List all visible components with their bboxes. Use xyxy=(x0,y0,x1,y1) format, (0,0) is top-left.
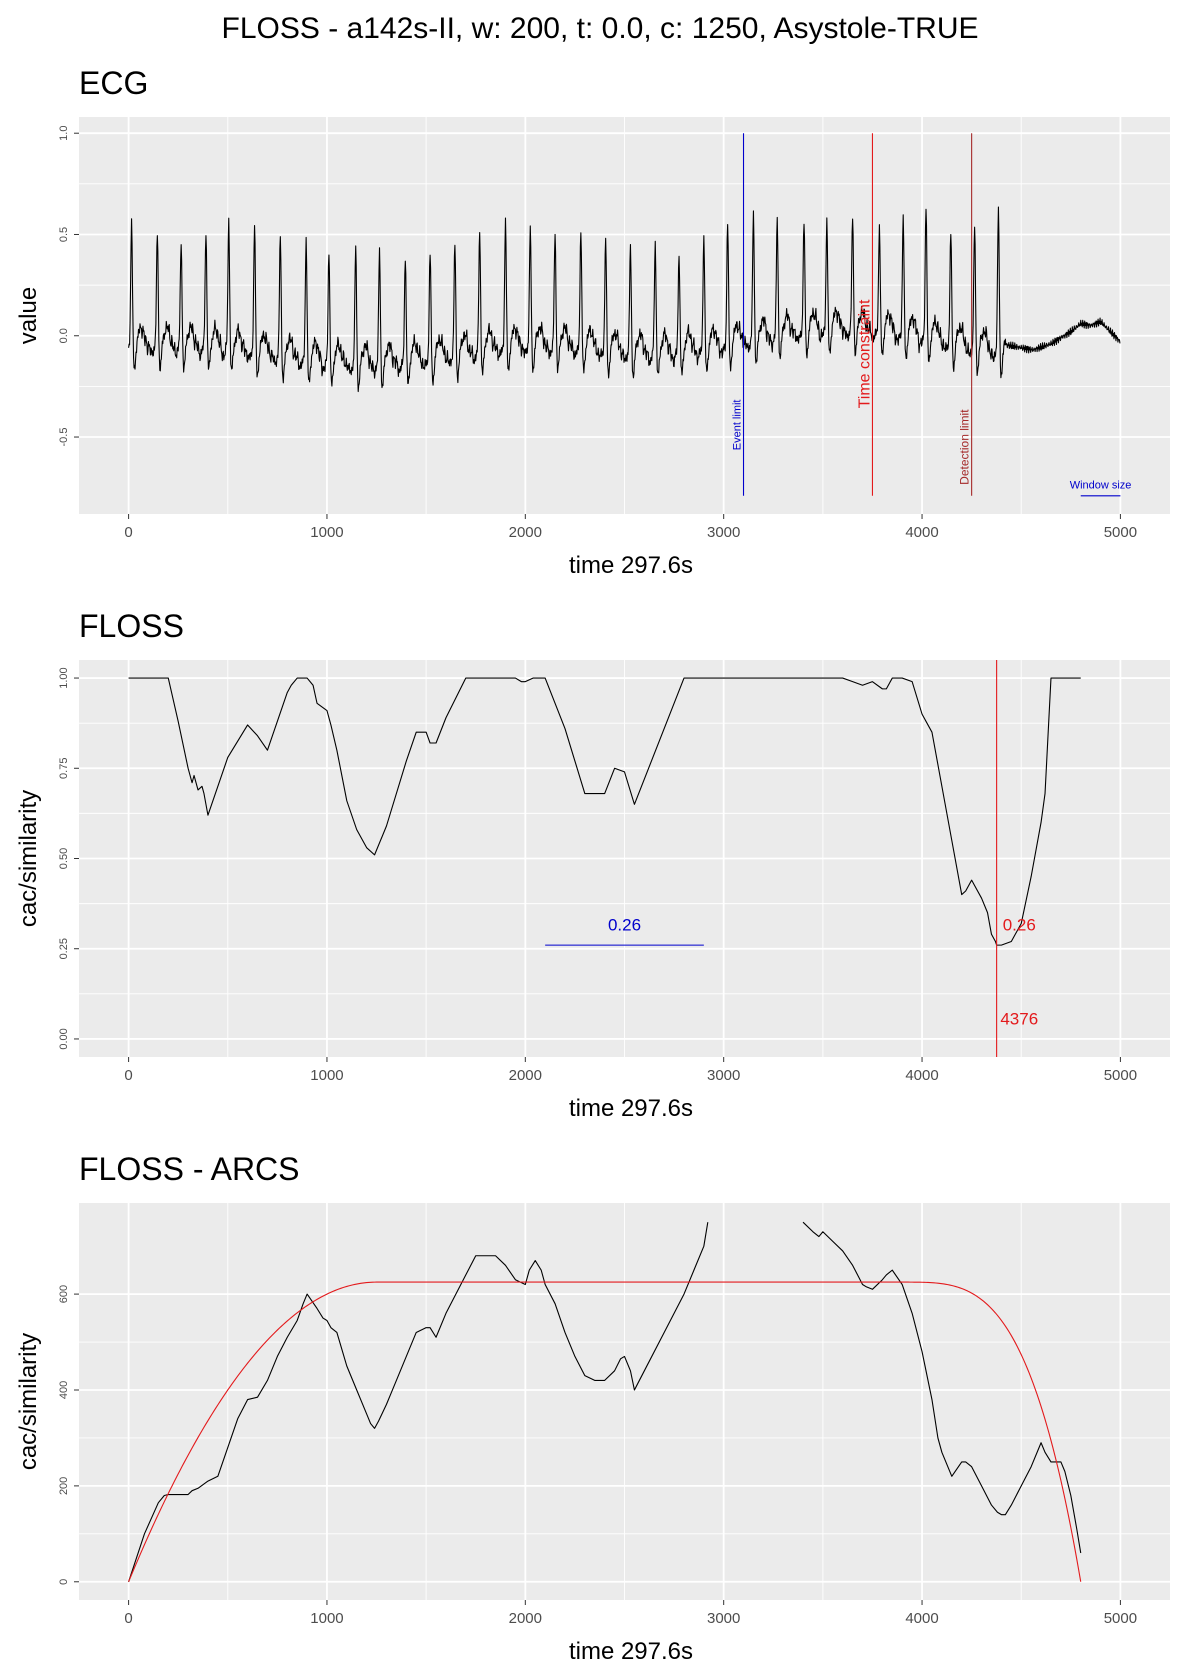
floss-y-axis: 0.00 0.25 0.50 0.75 1.00 xyxy=(58,667,79,1050)
floss-x-axis: 0 1000 2000 3000 4000 5000 xyxy=(124,1057,1137,1084)
ecg-x-axis-title: time 297.6s xyxy=(569,552,693,579)
ecg-panel: ECG Event limit Time constraint Detection … xyxy=(15,65,1170,579)
arcs-panel-title: FLOSS - ARCS xyxy=(79,1151,300,1187)
arcs-marks xyxy=(128,1221,1082,1582)
ecg-y-axis-title: value xyxy=(15,287,42,344)
floss-annotation-label-0: 0.26 xyxy=(608,916,641,935)
arcs-x-tick-label: 2000 xyxy=(509,1610,542,1627)
arcs-x-tick-label: 5000 xyxy=(1104,1610,1137,1627)
ecg-marks: Event limit Time constraint Detection limi… xyxy=(128,133,1132,497)
floss-grid xyxy=(79,660,1170,1057)
floss-x-tick-label: 3000 xyxy=(707,1067,740,1084)
ecg-annotation-label-2: Detection limit xyxy=(958,409,972,485)
arcs-y-tick-label: 600 xyxy=(58,1285,70,1303)
arcs-series-line-2 xyxy=(128,1281,1082,1582)
floss-x-tick-label: 5000 xyxy=(1104,1067,1137,1084)
ecg-x-tick-label: 1000 xyxy=(310,524,343,541)
floss-y-tick-label: 0.25 xyxy=(58,938,70,959)
ecg-annotation-label-3: Window size xyxy=(1070,480,1132,492)
arcs-grid xyxy=(79,1203,1170,1600)
arcs-x-tick-label: 0 xyxy=(124,1610,132,1627)
ecg-x-tick-label: 2000 xyxy=(509,524,542,541)
ecg-x-tick-label: 4000 xyxy=(905,524,938,541)
arcs-y-tick-label: 400 xyxy=(58,1381,70,1399)
arcs-x-tick-label: 3000 xyxy=(707,1610,740,1627)
arcs-x-tick-label: 4000 xyxy=(905,1610,938,1627)
ecg-grid xyxy=(79,117,1170,514)
ecg-series-line-0 xyxy=(128,206,1121,393)
floss-y-tick-label: 1.00 xyxy=(58,667,70,688)
arcs-x-axis-title: time 297.6s xyxy=(569,1638,693,1665)
arcs-x-tick-label: 1000 xyxy=(310,1610,343,1627)
floss-y-tick-label: 0.00 xyxy=(58,1028,70,1049)
ecg-x-tick-label: 5000 xyxy=(1104,524,1137,541)
ecg-y-axis: -0.5 0.0 0.5 1.0 xyxy=(58,126,79,447)
figure-title: FLOSS - a142s-II, w: 200, t: 0.0, c: 125… xyxy=(222,12,979,45)
floss-x-tick-label: 4000 xyxy=(905,1067,938,1084)
ecg-y-tick-label: 0.0 xyxy=(58,328,70,343)
ecg-annotation-label-1: Time constraint xyxy=(856,299,873,408)
arcs-panel: FLOSS - ARCS 0 1000 2000 3000 4000 5000 0 200 4… xyxy=(15,1151,1170,1665)
ecg-y-tick-label: -0.5 xyxy=(58,428,70,447)
floss-x-tick-label: 2000 xyxy=(509,1067,542,1084)
arcs-series-line-1 xyxy=(802,1221,1082,1554)
floss-panel: FLOSS 0.26 0.26 4376 0 1000 2000 3000 4000 5000… xyxy=(15,608,1170,1122)
floss-series-line-0 xyxy=(128,677,1081,946)
ecg-annotation-label-0: Event limit xyxy=(732,400,744,451)
ecg-y-tick-label: 0.5 xyxy=(58,227,70,242)
ecg-x-tick-label: 3000 xyxy=(707,524,740,541)
floss-annotation-label-2: 0.26 xyxy=(1003,916,1036,935)
floss-panel-title: FLOSS xyxy=(79,608,184,644)
floss-x-tick-label: 1000 xyxy=(310,1067,343,1084)
arcs-series-line-0 xyxy=(128,1222,709,1582)
arcs-y-tick-label: 200 xyxy=(58,1477,70,1495)
ecg-x-tick-label: 0 xyxy=(124,524,132,541)
arcs-y-tick-label: 0 xyxy=(58,1579,70,1585)
floss-x-axis-title: time 297.6s xyxy=(569,1095,693,1122)
arcs-y-axis-title: cac/similarity xyxy=(15,1333,42,1470)
floss-annotation-label-3: 4376 xyxy=(1000,1010,1038,1029)
ecg-x-axis: 0 1000 2000 3000 4000 5000 xyxy=(124,514,1137,541)
floss-y-axis-title: cac/similarity xyxy=(15,790,42,927)
floss-marks: 0.26 0.26 4376 xyxy=(128,660,1081,1057)
arcs-y-axis: 0 200 400 600 xyxy=(58,1285,79,1585)
ecg-panel-title: ECG xyxy=(79,65,148,101)
floss-y-tick-label: 0.75 xyxy=(58,758,70,779)
floss-x-tick-label: 0 xyxy=(124,1067,132,1084)
floss-y-tick-label: 0.50 xyxy=(58,848,70,869)
arcs-x-axis: 0 1000 2000 3000 4000 5000 xyxy=(124,1600,1137,1627)
ecg-y-tick-label: 1.0 xyxy=(58,126,70,141)
